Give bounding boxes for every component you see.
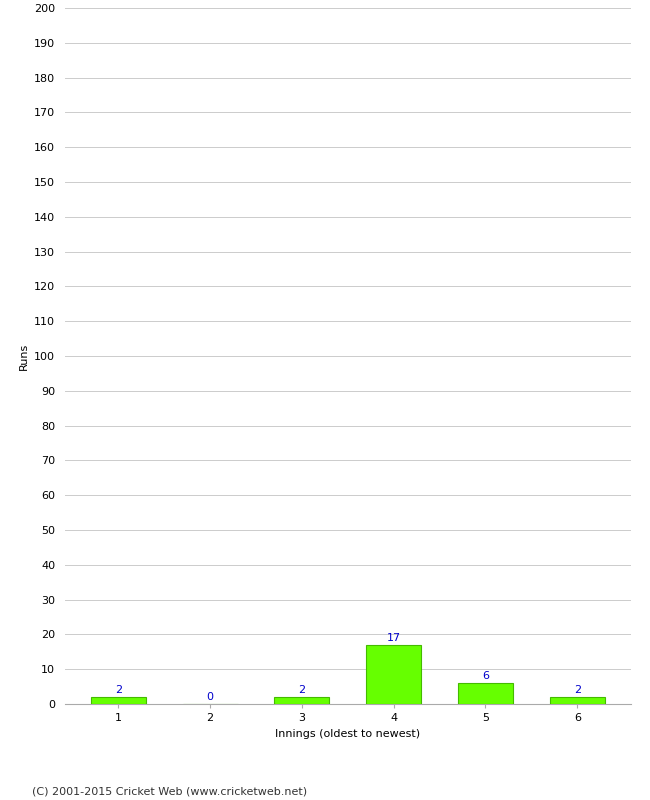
Bar [274, 697, 330, 704]
Text: 2: 2 [114, 686, 122, 695]
Text: 2: 2 [298, 686, 306, 695]
Text: 2: 2 [574, 686, 581, 695]
Y-axis label: Runs: Runs [19, 342, 29, 370]
Text: 6: 6 [482, 671, 489, 682]
Text: 0: 0 [207, 692, 214, 702]
Bar [366, 645, 421, 704]
Text: (C) 2001-2015 Cricket Web (www.cricketweb.net): (C) 2001-2015 Cricket Web (www.cricketwe… [32, 786, 307, 796]
Bar [458, 683, 513, 704]
Bar [550, 697, 604, 704]
X-axis label: Innings (oldest to newest): Innings (oldest to newest) [275, 729, 421, 738]
Bar [91, 697, 146, 704]
Text: 17: 17 [387, 633, 400, 643]
